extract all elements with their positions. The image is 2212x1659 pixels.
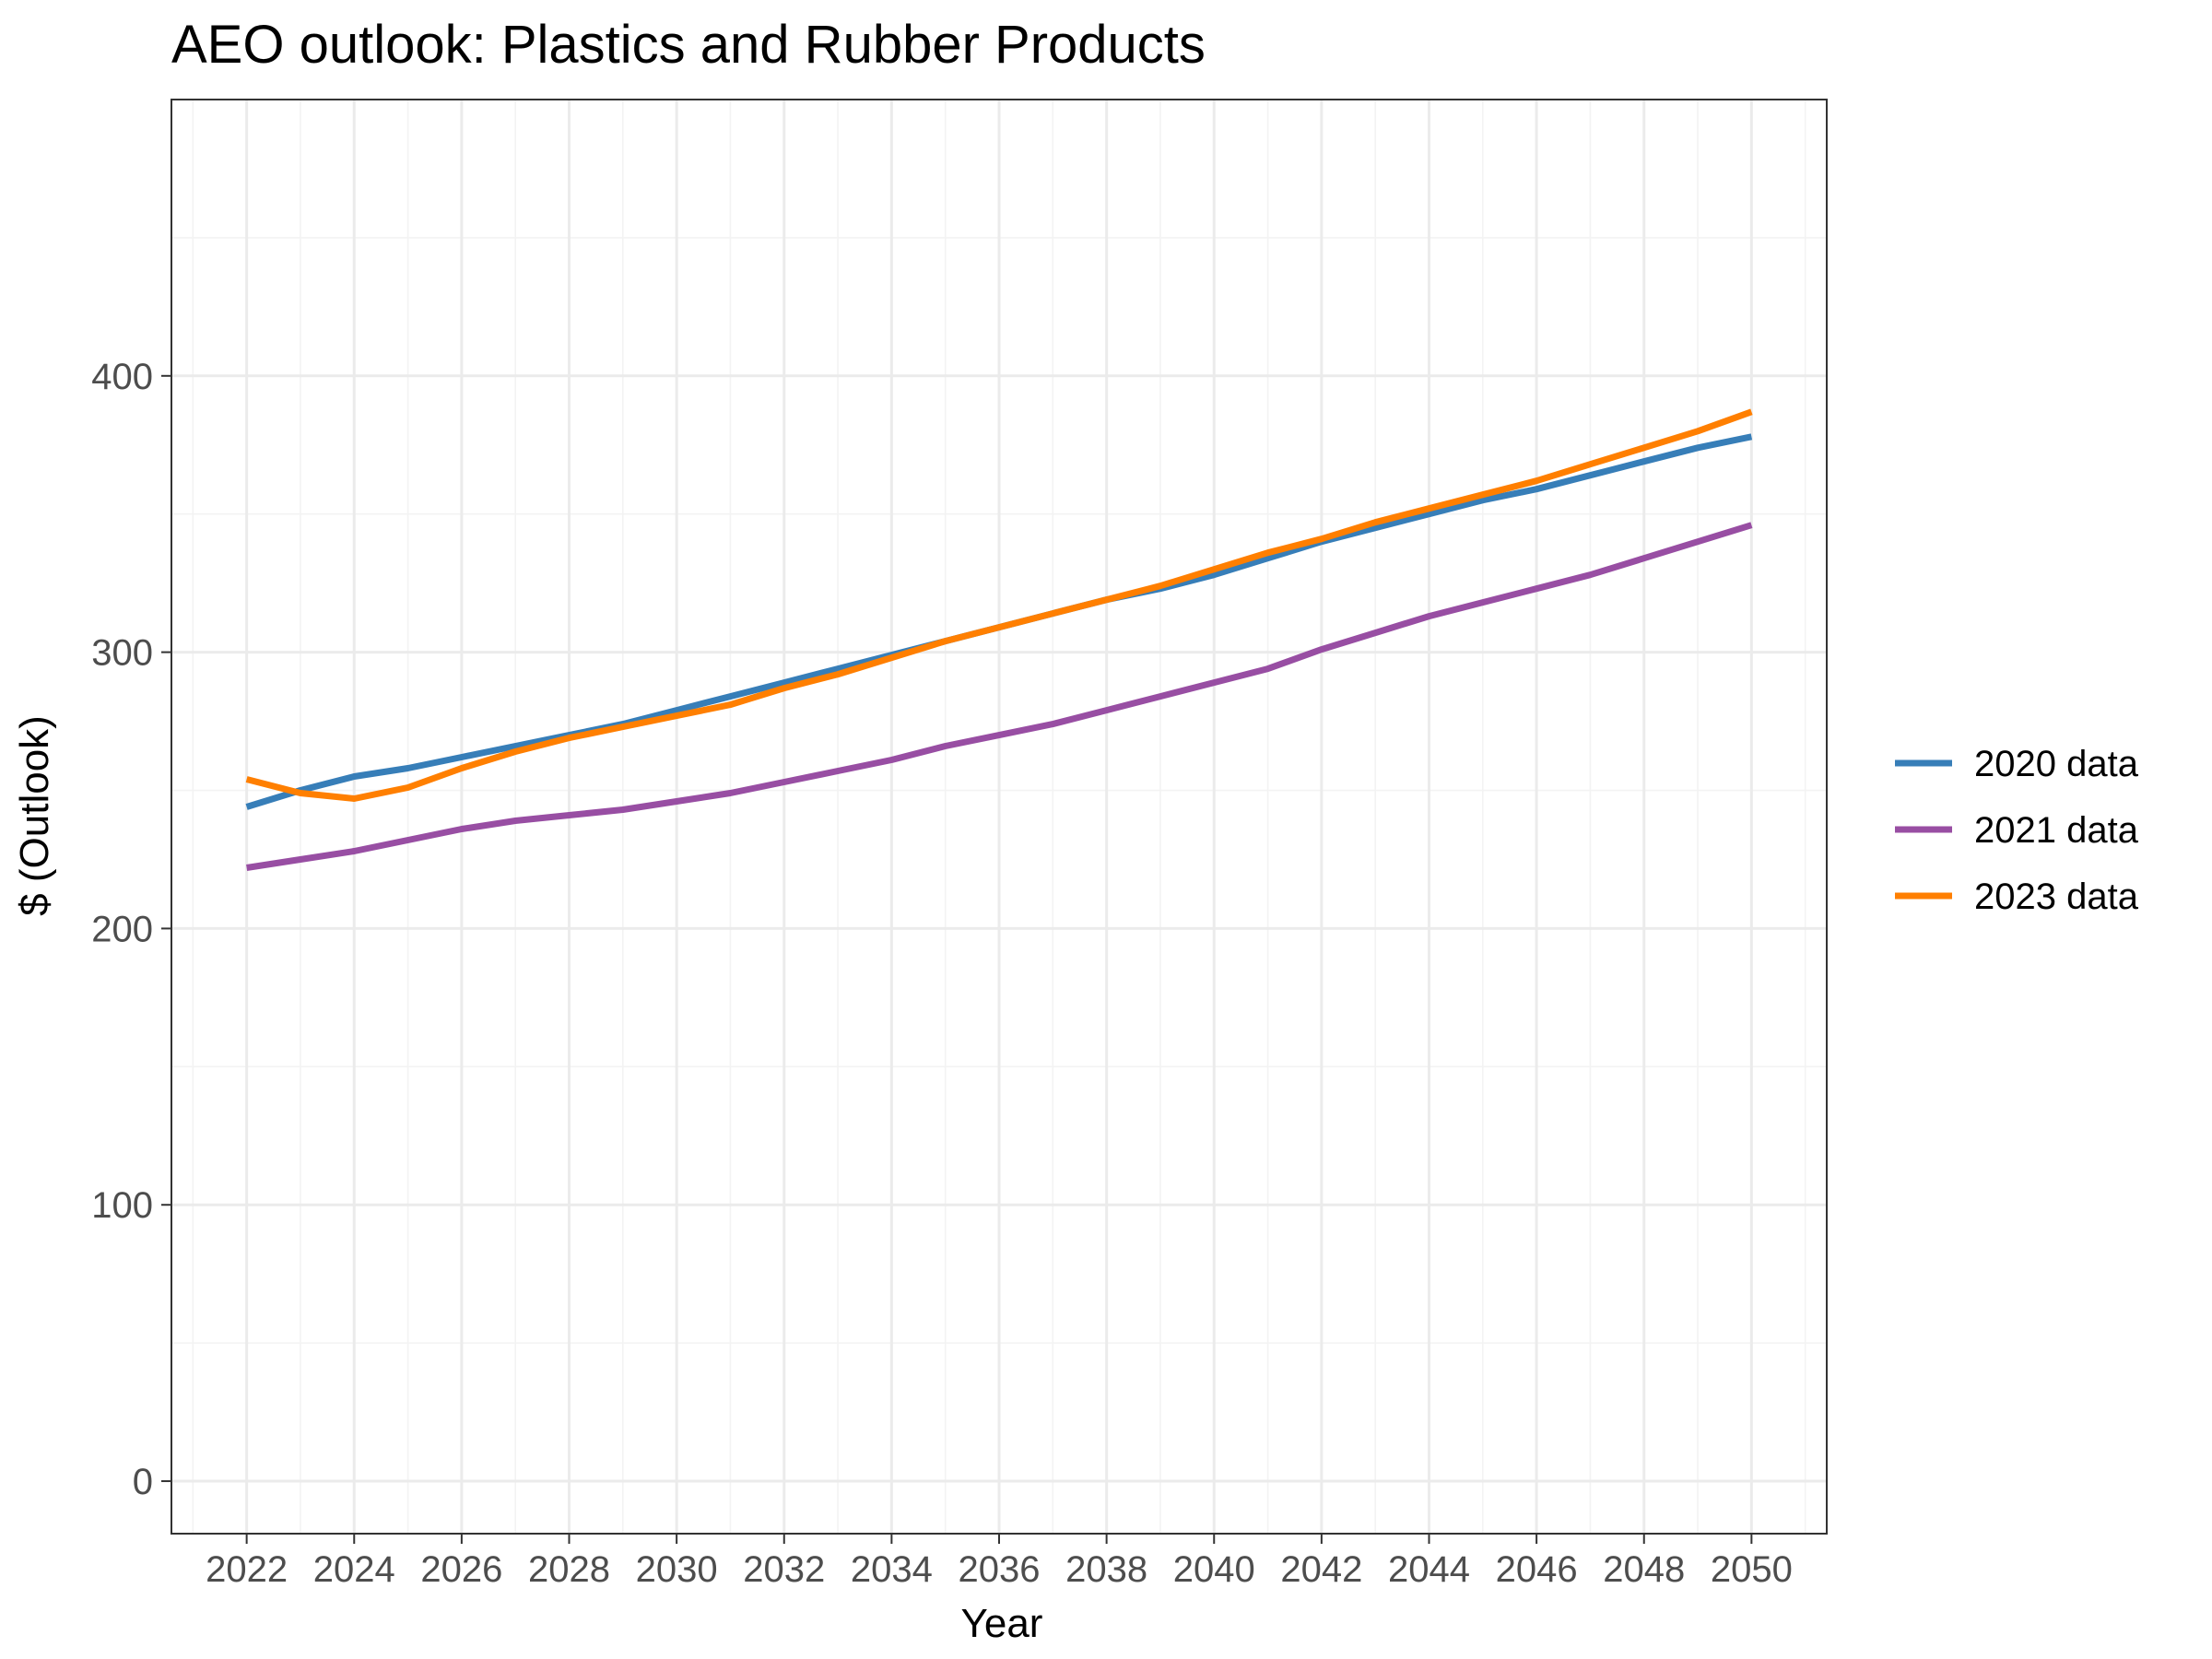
y-axis-title: $ (Outlook): [12, 715, 57, 916]
x-tick-label: 2038: [1065, 1549, 1147, 1590]
legend-label-2021-data: 2021 data: [1974, 810, 2139, 851]
minor-gridlines: [171, 100, 1827, 1534]
x-tick-label: 2042: [1280, 1549, 1362, 1590]
x-tick-label: 2046: [1496, 1549, 1578, 1590]
series-line-2023-data: [245, 408, 1753, 802]
y-tick-label: 100: [91, 1185, 153, 1226]
y-tick-label: 400: [91, 357, 153, 397]
legend-label-2020-data: 2020 data: [1974, 744, 2139, 784]
x-tick-label: 2022: [206, 1549, 288, 1590]
x-tick-label: 2030: [636, 1549, 718, 1590]
x-tick-label: 2036: [959, 1549, 1041, 1590]
x-tick-label: 2048: [1603, 1549, 1685, 1590]
x-tick-label: 2032: [743, 1549, 825, 1590]
x-tick-label: 2050: [1711, 1549, 1793, 1590]
y-tick-label: 200: [91, 909, 153, 949]
x-tick-label: 2034: [851, 1549, 933, 1590]
x-tick-label: 2040: [1173, 1549, 1255, 1590]
series-line-2021-data: [246, 522, 1753, 871]
major-gridlines: [171, 100, 1827, 1534]
legend-label-2023-data: 2023 data: [1974, 877, 2139, 917]
x-tick-label: 2026: [420, 1549, 502, 1590]
legend: 2020 data 2021 data 2023 data: [1895, 744, 2139, 917]
chart-title: AEO outlook: Plastics and Rubber Product…: [171, 15, 1206, 75]
x-tick-label: 2024: [313, 1549, 395, 1590]
x-tick-label: 2044: [1388, 1549, 1470, 1590]
y-tick-label: 0: [133, 1462, 153, 1502]
series-lines: [245, 408, 1753, 871]
x-tick-label: 2028: [528, 1549, 610, 1590]
x-axis-ticks: 2022 2024 2026 2028 2030 2032 2034 2036 2038 2040…: [206, 1534, 1793, 1590]
y-tick-label: 300: [91, 633, 153, 674]
x-axis-title: Year: [961, 1601, 1043, 1646]
y-axis-ticks: 0 100 200 300 400: [91, 357, 171, 1502]
